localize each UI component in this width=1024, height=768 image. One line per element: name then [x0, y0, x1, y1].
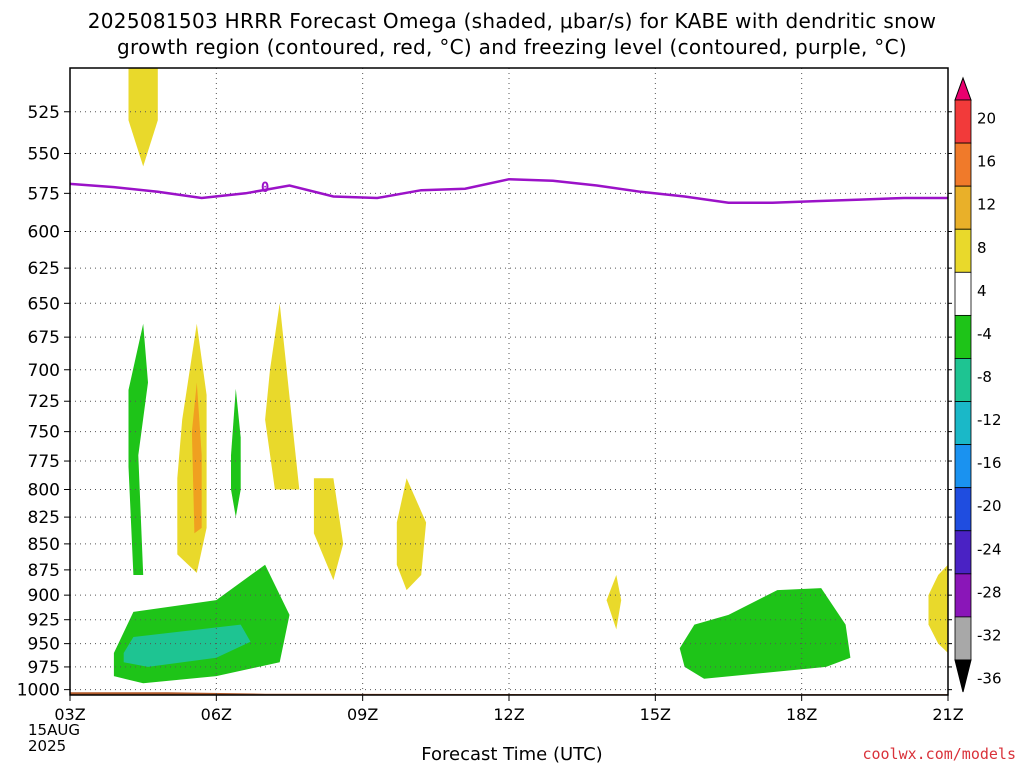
- colorbar-bottom-arrow: [954, 659, 972, 693]
- omega-region-7: [396, 478, 427, 591]
- colorbar-swatch: [954, 228, 972, 273]
- colorbar-label: -8: [977, 368, 992, 386]
- y-tick-label: 575: [28, 184, 60, 204]
- plot-area: [70, 68, 948, 695]
- date-label-year: 2025: [28, 737, 67, 755]
- colorbar-label: 4: [977, 282, 987, 300]
- colorbar-swatch: [954, 401, 972, 446]
- freezing-level-line: [70, 177, 948, 204]
- colorbar-swatch: [954, 142, 972, 187]
- x-tick-label: 03Z: [54, 705, 85, 724]
- colorbar-label: -20: [977, 497, 1002, 515]
- omega-region-13: [928, 564, 948, 653]
- omega-region-11: [679, 588, 851, 679]
- y-tick-label: 950: [28, 635, 60, 655]
- colorbar-top-arrow: [954, 76, 972, 101]
- colorbar-swatch: [954, 444, 972, 489]
- colorbar-swatch: [954, 358, 972, 402]
- omega-region-9: [113, 564, 290, 684]
- omega-region-8: [606, 575, 622, 630]
- y-tick-label: 850: [28, 535, 60, 555]
- colorbar-label: -12: [977, 411, 1002, 429]
- omega-region-6: [313, 478, 344, 581]
- x-tick-label: 21Z: [932, 705, 963, 724]
- colorbar-label: -32: [977, 626, 1002, 644]
- y-tick-label: 750: [28, 423, 60, 443]
- colorbar-label: 8: [977, 239, 987, 257]
- colorbar-label: -16: [977, 454, 1002, 472]
- colorbar-swatch: [954, 487, 972, 532]
- freezing-level-label: 0: [261, 180, 269, 196]
- colorbar-swatch: [954, 271, 972, 316]
- omega-region-10: [123, 624, 251, 667]
- omega-region-5: [265, 303, 300, 490]
- y-tick-label: 725: [28, 392, 60, 412]
- y-tick-label: 900: [28, 586, 60, 606]
- colorbar-swatch: [954, 616, 972, 661]
- omega-region-4: [231, 388, 241, 518]
- title-line-2: growth region (contoured, red, °C) and f…: [117, 35, 907, 59]
- colorbar-swatch: [954, 314, 972, 359]
- colorbar-label: 12: [977, 196, 996, 214]
- omega-region-2: [177, 323, 207, 573]
- date-label-day: 15AUG: [28, 721, 80, 739]
- y-tick-label: 975: [28, 658, 60, 678]
- x-axis-label: Forecast Time (UTC): [421, 744, 603, 765]
- colorbar-swatch: [954, 530, 972, 575]
- chart-title: 2025081503 HRRR Forecast Omega (shaded, …: [0, 8, 1024, 60]
- colorbar-swatch: [954, 99, 972, 144]
- y-tick-label: 800: [28, 481, 60, 501]
- y-tick-label: 775: [28, 452, 60, 472]
- omega-region-1: [128, 323, 148, 575]
- y-tick-label: 625: [28, 259, 60, 279]
- x-tick-label: 12Z: [493, 705, 524, 724]
- colorbar-label: -4: [977, 325, 992, 343]
- y-tick-label: 700: [28, 361, 60, 381]
- y-tick-label: 650: [28, 294, 60, 314]
- title-line-1: 2025081503 HRRR Forecast Omega (shaded, …: [87, 9, 937, 33]
- y-tick-label: 875: [28, 561, 60, 581]
- colorbar-label: -36: [977, 670, 1002, 688]
- colorbar-swatch: [954, 185, 972, 230]
- x-tick-label: 06Z: [201, 705, 232, 724]
- omega-region-3: [191, 382, 202, 534]
- x-tick-label: 09Z: [347, 705, 378, 724]
- y-tick-label: 1000: [17, 681, 60, 701]
- colorbar-label: -28: [977, 583, 1002, 601]
- y-tick-label: 525: [28, 103, 60, 123]
- colorbar-label: -24: [977, 540, 1002, 558]
- colorbar-swatch: [954, 573, 972, 618]
- y-tick-label: 925: [28, 611, 60, 631]
- colorbar-label: 16: [977, 153, 996, 171]
- colorbar-label: 20: [977, 110, 996, 128]
- y-tick-label: 825: [28, 508, 60, 528]
- y-tick-label: 675: [28, 328, 60, 348]
- credit-text: coolwx.com/models: [862, 745, 1016, 763]
- y-tick-label: 550: [28, 144, 60, 164]
- y-tick-label: 600: [28, 223, 60, 243]
- omega-region-0: [128, 68, 158, 167]
- x-tick-label: 15Z: [640, 705, 671, 724]
- x-tick-label: 18Z: [786, 705, 817, 724]
